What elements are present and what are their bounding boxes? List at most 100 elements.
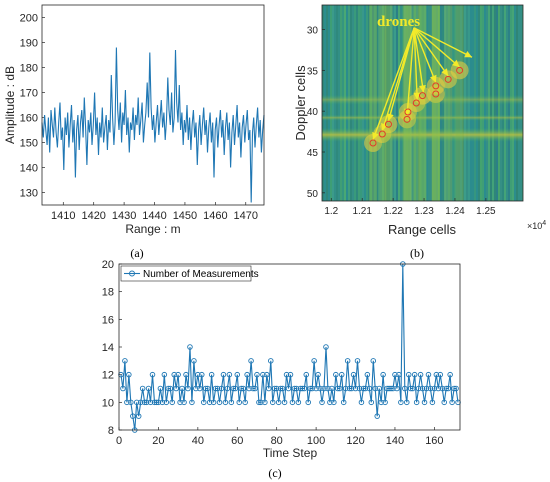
measurement-point <box>218 385 225 392</box>
measurement-point <box>228 399 235 406</box>
measurement-point <box>287 371 294 378</box>
x-tick-label: 1460 <box>203 210 227 222</box>
measurement-point <box>305 399 311 406</box>
measurement-point <box>240 385 246 392</box>
measurement-point <box>139 385 146 392</box>
plot-c-ticks: 0 20 40 60 80 100 120 140 160 8 10 12 14 16 18 20 <box>102 259 444 447</box>
measurement-point <box>309 385 315 392</box>
measurement-point <box>159 399 166 406</box>
measurement-point <box>382 399 388 406</box>
measurement-point <box>340 399 347 406</box>
measurement-point <box>323 344 329 350</box>
measurement-point <box>441 399 447 406</box>
detection-marker <box>432 82 440 90</box>
x-tick-label: 1.21 <box>352 206 372 217</box>
measurement-point <box>246 385 252 392</box>
x-tick-label: 1.24 <box>445 206 465 217</box>
plot-a-ylabel: Amplitude : dB <box>3 66 17 144</box>
x-tick-label: 20 <box>152 435 164 447</box>
measurement-point <box>433 371 440 378</box>
measurement-point <box>415 385 422 392</box>
map-b-ylabel: Doppler cells <box>293 65 308 141</box>
drone-arrow-head <box>452 59 460 68</box>
x-tick-label: 1.23 <box>414 206 434 217</box>
measurement-point <box>354 358 361 364</box>
plot-a-xlabel: Range : m <box>125 222 180 236</box>
x-tick-label: 1.25 <box>476 206 496 217</box>
measurement-point <box>128 399 134 406</box>
measurement-point <box>368 399 375 406</box>
measurement-point <box>169 399 175 406</box>
measurement-point <box>301 385 308 392</box>
panel-c-measurements-plot: 0 20 40 60 80 100 120 140 160 8 10 12 14 16 18 20 Numbe… <box>102 259 461 480</box>
measurement-point <box>299 385 306 392</box>
measurement-point <box>404 399 410 406</box>
map-b-exponent: ×104 <box>527 220 546 231</box>
measurement-point <box>281 399 288 406</box>
measurement-point <box>224 385 231 392</box>
drone-arrow <box>413 27 418 100</box>
measurement-point <box>155 399 162 406</box>
range-column-highlight <box>444 5 453 201</box>
measurement-point <box>396 371 402 378</box>
measurement-point <box>291 385 298 392</box>
legend-box <box>120 265 252 282</box>
plot-a-background <box>42 5 264 205</box>
measurement-point <box>126 371 132 378</box>
drone-arrow <box>413 27 425 93</box>
drone-arrow-head <box>413 92 421 100</box>
measurement-point <box>366 385 373 392</box>
plot-c-legend: Number of Measurements <box>120 265 259 282</box>
detection-marker <box>412 99 420 107</box>
drone-arrow <box>413 27 461 68</box>
drone-arrow <box>413 27 473 58</box>
measurement-point <box>130 413 136 419</box>
measurement-point <box>238 385 244 392</box>
measurement-point <box>329 385 335 392</box>
range-column-highlight <box>369 5 378 201</box>
measurement-point <box>335 385 341 392</box>
plot-a-frame <box>41 4 265 206</box>
plot-a-amplitude-line <box>41 47 265 203</box>
x-tick-label: 40 <box>192 435 204 447</box>
measurement-point <box>344 358 351 364</box>
measurement-point <box>285 385 292 392</box>
measurement-point <box>183 371 189 378</box>
measurement-point <box>277 385 284 392</box>
measurement-point <box>342 385 349 392</box>
measurement-point <box>327 399 333 406</box>
map-b-frame <box>321 4 524 202</box>
y-tick-label: 130 <box>20 188 38 200</box>
measurement-point <box>167 385 173 392</box>
measurement-point <box>266 385 272 392</box>
measurement-point <box>311 358 317 364</box>
measurement-point <box>362 385 369 392</box>
measurement-point <box>202 385 209 392</box>
measurement-point <box>380 371 386 378</box>
plot-c-caption: (c) <box>268 466 281 480</box>
measurement-point <box>325 385 331 392</box>
measurement-point <box>181 399 187 406</box>
y-tick-label: 160 <box>20 113 38 125</box>
measurement-point <box>313 385 319 392</box>
measurement-point <box>242 399 248 406</box>
measurement-point <box>133 399 140 406</box>
x-tick-label: 1440 <box>142 210 166 222</box>
measurement-point <box>254 371 260 378</box>
range-column-highlight <box>378 5 387 201</box>
measurement-point <box>193 385 199 392</box>
x-tick-label: 100 <box>307 435 325 447</box>
measurement-point <box>120 385 126 392</box>
measurement-point <box>315 371 321 378</box>
range-column-highlight <box>431 5 440 201</box>
y-tick-label: 45 <box>307 148 319 159</box>
detection-marker <box>419 92 426 100</box>
y-tick-label: 8 <box>108 425 114 437</box>
measurement-point <box>303 371 310 378</box>
measurement-point <box>439 385 446 392</box>
measurement-point <box>232 385 239 392</box>
measurement-point <box>230 385 237 392</box>
measurement-point <box>226 371 233 378</box>
measurement-point <box>204 385 211 392</box>
map-b-drones-annotation: drones <box>377 14 420 30</box>
